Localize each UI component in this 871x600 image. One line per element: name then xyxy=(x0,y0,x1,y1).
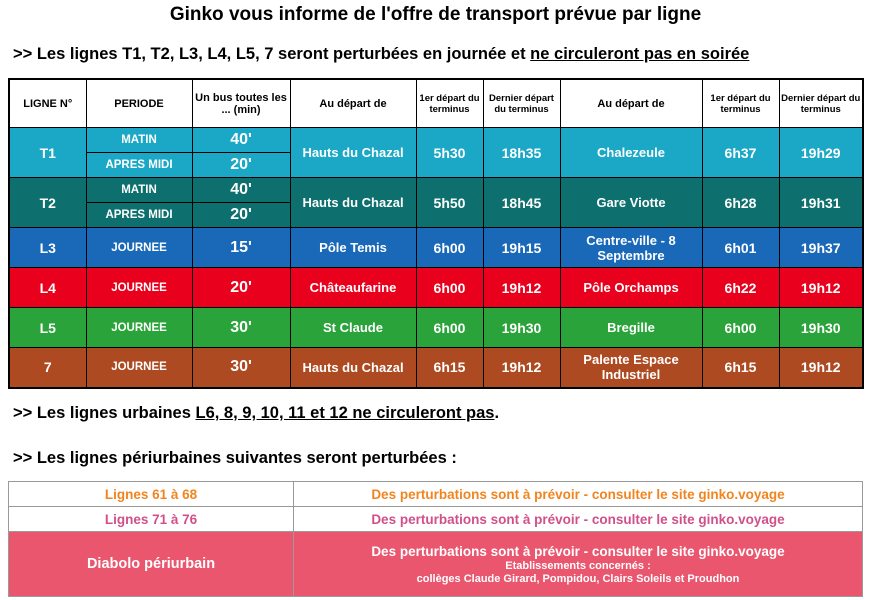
departure-stop-1: Pôle Temis xyxy=(289,227,417,268)
section-tram-underlined: ne circuleront pas en soirée xyxy=(530,45,750,63)
first-departure-1: 5h30 xyxy=(415,127,484,178)
last-departure-2: 19h29 xyxy=(778,127,864,178)
header-premier-1: 1er départ du terminus xyxy=(415,78,484,128)
header-dernier-1: Dernier départ du terminus xyxy=(482,78,561,128)
table-row: T2 MATIN 40' Hauts du Chazal 5h50 18h45 … xyxy=(8,177,864,228)
first-departure-1: 6h00 xyxy=(415,227,484,268)
frequency: 40' xyxy=(191,177,291,203)
first-departure-2: 6h01 xyxy=(701,227,780,268)
table-row: L3 JOURNEE 15' Pôle Temis 6h00 19h15 Cen… xyxy=(8,227,864,268)
section-urban-underlined: L6, 8, 9, 10, 11 et 12 ne circuleront pa… xyxy=(195,404,495,422)
line-number: T2 xyxy=(8,177,87,228)
header-periode: PERIODE xyxy=(85,78,193,128)
section-periurban-heading: >> Les lignes périurbaines suivantes ser… xyxy=(13,449,457,467)
last-departure-1: 19h30 xyxy=(482,307,561,348)
last-departure-1: 18h35 xyxy=(482,127,561,178)
departure-stop-2: Pôle Orchamps xyxy=(559,267,703,308)
section-urban-suffix: . xyxy=(494,404,500,422)
section-tram-lines-heading: >> Les lignes T1, T2, L3, L4, L5, 7 sero… xyxy=(13,45,749,64)
header-frequence: Un bus toutes les ... (min) xyxy=(191,78,291,128)
departure-stop-1: Hauts du Chazal xyxy=(289,127,417,178)
departure-stop-2: Bregille xyxy=(559,307,703,348)
table-row: T1 MATIN 40' Hauts du Chazal 5h30 18h35 … xyxy=(8,127,864,178)
last-departure-2: 19h12 xyxy=(778,267,864,308)
last-departure-1: 19h15 xyxy=(482,227,561,268)
periurban-row: Lignes 61 à 68 Des perturbations sont à … xyxy=(8,481,863,507)
first-departure-2: 6h28 xyxy=(701,177,780,228)
table-row: L5 JOURNEE 30' St Claude 6h00 19h30 Breg… xyxy=(8,307,864,348)
last-departure-2: 19h30 xyxy=(778,307,864,348)
periurban-info-cell: Des perturbations sont à prévoir - consu… xyxy=(293,531,863,597)
first-departure-2: 6h15 xyxy=(701,347,780,388)
first-departure-2: 6h22 xyxy=(701,267,780,308)
periurban-info: Des perturbations sont à prévoir - consu… xyxy=(293,481,863,507)
table-row: L4 JOURNEE 20' Châteaufarine 6h00 19h12 … xyxy=(8,267,864,308)
departure-stop-1: Hauts du Chazal xyxy=(289,177,417,228)
periurban-row: Diabolo périurbain Des perturbations son… xyxy=(8,531,863,597)
line-number: L4 xyxy=(8,267,87,308)
frequency: 20' xyxy=(191,202,291,228)
departure-stop-1: St Claude xyxy=(289,307,417,348)
departure-stop-2: Gare Viotte xyxy=(559,177,703,228)
first-departure-2: 6h00 xyxy=(701,307,780,348)
periurban-note-schools: collèges Claude Girard, Pompidou, Clairs… xyxy=(416,572,740,585)
table-header-row: LIGNE N° PERIODE Un bus toutes les ... (… xyxy=(8,78,864,128)
last-departure-1: 19h12 xyxy=(482,347,561,388)
period: MATIN xyxy=(85,177,193,203)
table-row: 7 JOURNEE 30' Hauts du Chazal 6h15 19h12… xyxy=(8,347,864,388)
last-departure-2: 19h37 xyxy=(778,227,864,268)
header-dernier-2: Dernier départ du terminus xyxy=(778,78,864,128)
line-number: 7 xyxy=(8,347,87,388)
frequency: 20' xyxy=(191,152,291,178)
last-departure-1: 19h12 xyxy=(482,267,561,308)
last-departure-1: 18h45 xyxy=(482,177,561,228)
first-departure-2: 6h37 xyxy=(701,127,780,178)
last-departure-2: 19h31 xyxy=(778,177,864,228)
departure-stop-2: Chalezeule xyxy=(559,127,703,178)
periurban-line-name: Lignes 61 à 68 xyxy=(8,481,294,507)
periurban-row: Lignes 71 à 76 Des perturbations sont à … xyxy=(8,506,863,532)
first-departure-1: 6h00 xyxy=(415,307,484,348)
frequency: 30' xyxy=(191,307,291,348)
period: MATIN xyxy=(85,127,193,153)
line-number: L3 xyxy=(8,227,87,268)
departure-stop-2: Centre-ville - 8 Septembre xyxy=(559,227,703,268)
departure-stop-2: Palente Espace Industriel xyxy=(559,347,703,388)
first-departure-1: 5h50 xyxy=(415,177,484,228)
table-row: APRES MIDI 20' xyxy=(9,152,863,178)
line-number: L5 xyxy=(8,307,87,348)
period: JOURNEE xyxy=(85,307,193,348)
frequency: 30' xyxy=(191,347,291,388)
departure-stop-1: Châteaufarine xyxy=(289,267,417,308)
section-urban-prefix: >> Les lignes urbaines xyxy=(13,404,196,422)
period: JOURNEE xyxy=(85,347,193,388)
header-depart-1: Au départ de xyxy=(289,78,417,128)
periurban-note-label: Etablissements concernés : xyxy=(505,559,651,572)
frequency: 40' xyxy=(191,127,291,153)
periurban-info: Des perturbations sont à prévoir - consu… xyxy=(371,543,785,559)
header-ligne: LIGNE N° xyxy=(8,78,87,128)
page-title: Ginko vous informe de l'offre de transpo… xyxy=(169,4,702,25)
section-urban-lines-heading: >> Les lignes urbaines L6, 8, 9, 10, 11 … xyxy=(13,404,499,423)
periurban-table: Lignes 61 à 68 Des perturbations sont à … xyxy=(8,481,863,597)
period: JOURNEE xyxy=(85,267,193,308)
header-premier-2: 1er départ du terminus xyxy=(701,78,780,128)
first-departure-1: 6h15 xyxy=(415,347,484,388)
frequency: 15' xyxy=(191,227,291,268)
periurban-line-name: Diabolo périurbain xyxy=(8,531,294,597)
period: APRES MIDI xyxy=(85,202,193,228)
schedule-table: LIGNE N° PERIODE Un bus toutes les ... (… xyxy=(8,78,864,389)
section-tram-prefix: >> Les lignes T1, T2, L3, L4, L5, 7 sero… xyxy=(13,45,531,63)
periurban-line-name: Lignes 71 à 76 xyxy=(8,506,294,532)
period: JOURNEE xyxy=(85,227,193,268)
first-departure-1: 6h00 xyxy=(415,267,484,308)
line-number: T1 xyxy=(8,127,87,178)
header-depart-2: Au départ de xyxy=(559,78,703,128)
last-departure-2: 19h12 xyxy=(778,347,864,388)
period: APRES MIDI xyxy=(85,152,193,178)
frequency: 20' xyxy=(191,267,291,308)
departure-stop-1: Hauts du Chazal xyxy=(289,347,417,388)
periurban-info: Des perturbations sont à prévoir - consu… xyxy=(293,506,863,532)
